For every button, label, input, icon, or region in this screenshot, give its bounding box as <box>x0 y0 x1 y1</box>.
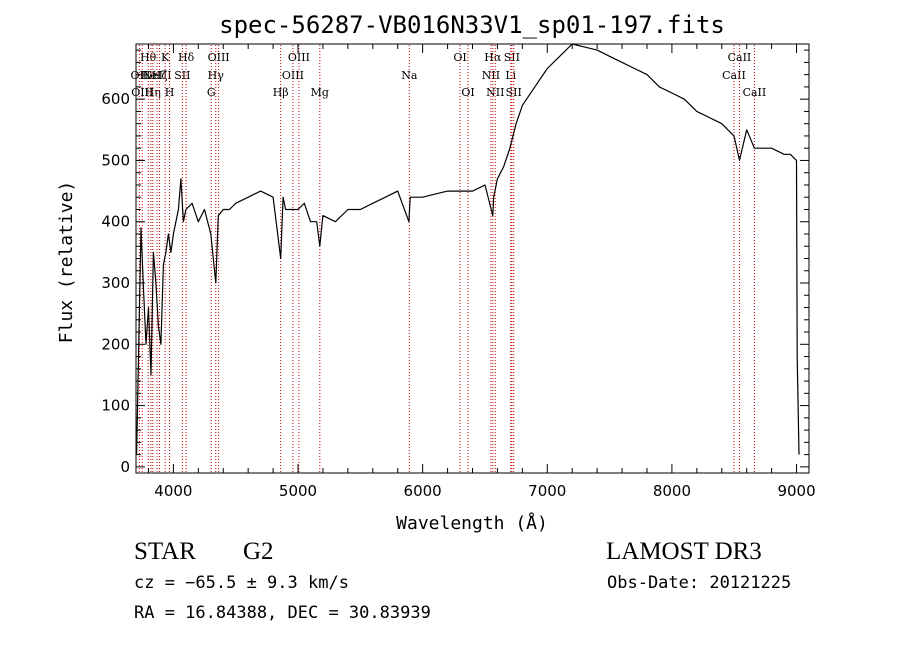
line-label-28: CaII <box>728 51 752 64</box>
coordinates-line: RA = 16.84388, DEC = 30.83939 <box>134 603 431 623</box>
spectral-subclass: G2 <box>243 538 274 565</box>
y-axis-label: Flux (relative) <box>56 181 77 344</box>
line-label-20: OI <box>461 86 474 99</box>
chart-title: spec-56287-VB016N33V1_sp01-197.fits <box>219 11 725 39</box>
line-label-11: G <box>207 86 216 99</box>
y-tick-label: 400 <box>101 213 130 231</box>
line-label-5: NeIII <box>142 69 171 82</box>
line-label-29: CaII <box>743 86 767 99</box>
line-label-17: Mg <box>311 86 329 99</box>
line-label-18: Na <box>401 69 418 82</box>
x-tick-label: 9000 <box>777 482 815 500</box>
y-tick-label: 500 <box>101 151 130 169</box>
y-tick-label: 300 <box>101 274 130 292</box>
x-tick-label: 8000 <box>653 482 691 500</box>
y-tick-label: 0 <box>120 458 130 476</box>
line-label-0: OII <box>131 69 149 82</box>
line-label-12: Hγ <box>208 69 225 82</box>
line-label-25: SII <box>504 51 520 64</box>
data-layer <box>136 43 800 455</box>
y-tick-label: 200 <box>101 335 130 353</box>
obs-date-line: Obs-Date: 20121225 <box>607 573 792 593</box>
plot-frame <box>135 43 810 474</box>
x-axis-label: Wavelength (Å) <box>396 512 548 534</box>
line-label-1: OIII <box>131 86 153 99</box>
line-label-27: CaII <box>722 69 746 82</box>
x-tick-label: 5000 <box>279 482 317 500</box>
line-label-8: H <box>165 86 175 99</box>
x-tick-label: 6000 <box>404 482 442 500</box>
axis-layer: 4000 5000 6000 7000 8000 9000 0 100 200 300 400 500… <box>101 44 816 500</box>
line-label-16: OIII <box>288 51 310 64</box>
y-tick-label: 100 <box>101 397 130 415</box>
line-label-23: NII <box>486 86 504 99</box>
y-tick-label: 600 <box>101 90 130 108</box>
x-tick-label: 4000 <box>154 482 192 500</box>
line-label-7: K <box>161 51 170 64</box>
line-label-6: Hζ <box>152 69 168 82</box>
spectrum-series-line <box>136 43 800 455</box>
line-label-3: HeI <box>141 69 161 82</box>
x-tick-label: 7000 <box>528 482 566 500</box>
line-label-9: SII <box>174 69 190 82</box>
line-label-22: Hα <box>484 51 502 64</box>
line-label-4: Hη <box>145 86 161 99</box>
line-label-24: Li <box>505 69 516 82</box>
line-label-26: SII <box>506 86 522 99</box>
line-label-10: Hδ <box>178 51 195 64</box>
line-label-14: Hβ <box>273 86 289 99</box>
line-label-2: Hθ <box>140 51 157 64</box>
line-label-15: OIII <box>282 69 304 82</box>
redshift-line: cz = −65.5 ± 9.3 km/s <box>134 573 349 593</box>
object-class: STAR <box>134 538 196 565</box>
line-label-19: OI <box>453 51 466 64</box>
line-label-13: OIII <box>208 51 230 64</box>
survey-name: LAMOST DR3 <box>606 538 762 565</box>
line-label-21: NII <box>482 69 500 82</box>
